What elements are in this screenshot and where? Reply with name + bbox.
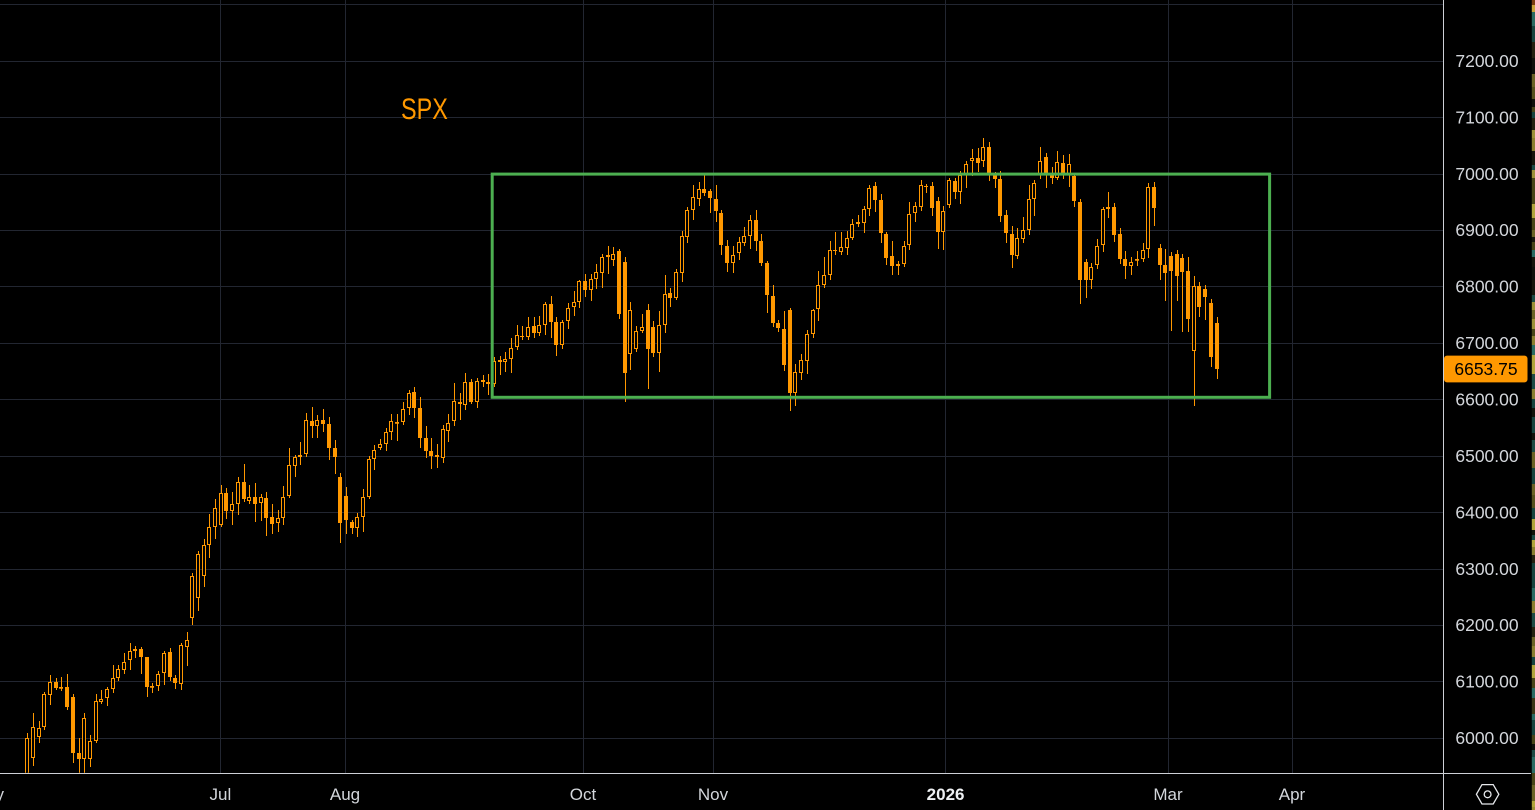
svg-text:Oct: Oct [570, 785, 597, 804]
svg-text:6600.00: 6600.00 [1455, 390, 1519, 410]
svg-text:6500.00: 6500.00 [1455, 446, 1519, 466]
svg-text:6700.00: 6700.00 [1455, 333, 1519, 353]
svg-text:Mar: Mar [1153, 785, 1183, 804]
svg-text:6100.00: 6100.00 [1455, 672, 1519, 692]
svg-text:6200.00: 6200.00 [1455, 615, 1519, 635]
svg-text:Apr: Apr [1279, 785, 1306, 804]
svg-text:Nov: Nov [698, 785, 729, 804]
svg-text:SPX: SPX [401, 92, 448, 125]
svg-text:6900.00: 6900.00 [1455, 220, 1519, 240]
svg-text:6653.75: 6653.75 [1454, 359, 1517, 379]
svg-text:7100.00: 7100.00 [1455, 107, 1519, 127]
svg-text:7200.00: 7200.00 [1455, 51, 1519, 71]
svg-text:6800.00: 6800.00 [1455, 277, 1519, 297]
svg-text:Aug: Aug [330, 785, 360, 804]
svg-text:2026: 2026 [927, 785, 965, 804]
svg-text:6300.00: 6300.00 [1455, 559, 1519, 579]
svg-text:May: May [0, 785, 5, 804]
svg-text:Jul: Jul [210, 785, 232, 804]
svg-text:6000.00: 6000.00 [1455, 728, 1519, 748]
svg-text:7000.00: 7000.00 [1455, 164, 1519, 184]
svg-text:6400.00: 6400.00 [1455, 502, 1519, 522]
